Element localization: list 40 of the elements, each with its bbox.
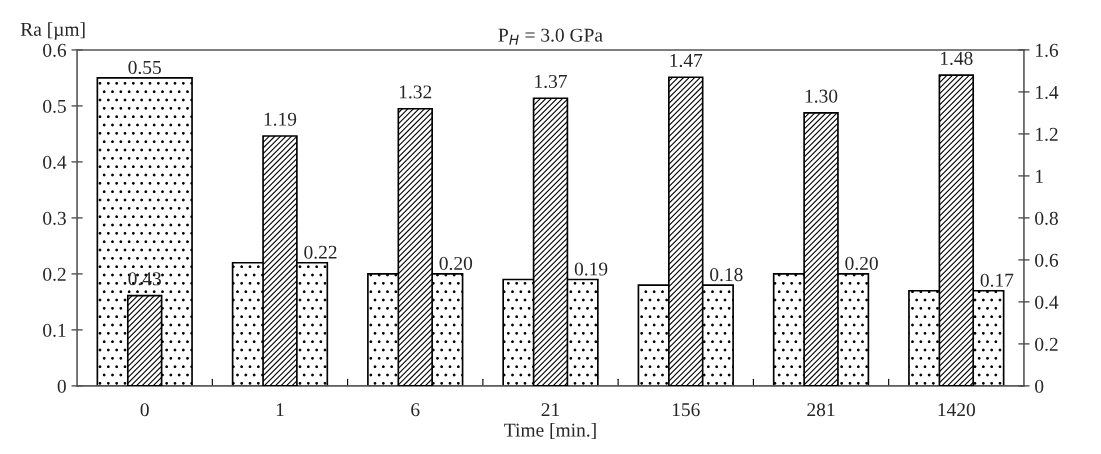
data-label: 0.22 [304, 245, 337, 259]
y-axis-title: Ra [µm] [20, 22, 85, 40]
y-tick-label: 0.2 [43, 267, 66, 281]
chart-title: P$_{H}$ = 3.0 GPa [498, 28, 603, 45]
y2-tick-label: 0.6 [1035, 253, 1059, 267]
x-tick-label: 1420 [938, 403, 975, 417]
y-tick-label: 0.4 [43, 155, 67, 169]
y-tick-label: 0.5 [43, 99, 66, 113]
y2-tick-label: 1.4 [1036, 85, 1059, 99]
x-tick-label: 6 [411, 403, 420, 417]
y2-tick-label: 1.6 [1036, 43, 1059, 57]
data-label: 1.32 [399, 85, 432, 99]
y-tick-label: 0.1 [43, 323, 66, 337]
data-label: 1.48 [940, 51, 973, 65]
data-label: 0.20 [439, 256, 473, 271]
x-tick-label: 0 [140, 403, 149, 417]
data-label: 0.18 [710, 268, 743, 282]
y2-tick-label: 0.8 [1035, 211, 1058, 225]
data-label: 1.19 [264, 112, 297, 126]
x-tick-label: 156 [672, 403, 700, 417]
data-label: 0.55 [128, 60, 161, 75]
y-tick-label: 0 [57, 379, 66, 393]
data-label: 1.30 [805, 89, 838, 103]
x-axis-title: Time [min.] [504, 422, 596, 440]
y2-tick-label: 0.4 [1035, 295, 1059, 309]
data-label: 0.17 [980, 273, 1014, 287]
x-tick-label: 281 [807, 403, 835, 417]
data-label: 0.19 [574, 262, 608, 276]
data-label: 0.43 [128, 272, 161, 286]
y2-tick-label: 1.2 [1036, 127, 1058, 141]
y2-tick-label: 0.2 [1035, 337, 1058, 351]
y-tick-label: 0.6 [43, 43, 67, 57]
y2-tick-label: 1 [1036, 169, 1043, 183]
x-tick-label: 1 [276, 403, 284, 417]
data-label: 1.47 [670, 53, 703, 68]
y-tick-label: 0.3 [43, 211, 66, 225]
x-tick-label: 21 [541, 403, 560, 417]
y2-tick-label: 0 [1035, 379, 1044, 393]
data-label: 1.37 [535, 74, 567, 89]
data-label: 0.20 [845, 256, 878, 271]
